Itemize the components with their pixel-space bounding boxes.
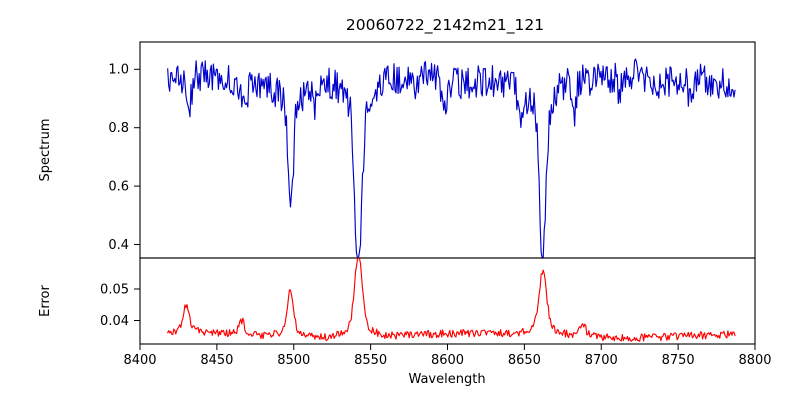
error-data-line: [167, 257, 736, 342]
x-tick-label-0: 8400: [123, 353, 156, 368]
x-tick-label-6: 8700: [585, 353, 618, 368]
error-axis-label: Error: [38, 285, 53, 317]
x-tick-label-2: 8500: [277, 353, 310, 368]
spectrum-ytick-1: 0.6: [108, 180, 129, 195]
page-title: 20060722_2142m21_121: [346, 16, 544, 35]
x-axis-label: Wavelength: [408, 372, 485, 387]
spectrum-axis-label: Spectrum: [38, 119, 53, 182]
spectrum-data-line: [167, 58, 736, 259]
x-tick-label-8: 8800: [738, 353, 771, 368]
spectrum-y-ticks: 0.4 0.6 0.8 1.0: [108, 63, 140, 253]
x-tick-label-7: 8750: [662, 353, 695, 368]
error-ytick-1: 0.05: [100, 282, 129, 297]
spectrum-ytick-2: 0.8: [108, 121, 129, 136]
error-ytick-0: 0.04: [100, 314, 129, 329]
x-tick-label-5: 8650: [508, 353, 541, 368]
x-tick-label-3: 8550: [354, 353, 387, 368]
x-tick-label-1: 8450: [200, 353, 233, 368]
x-tick-label-4: 8600: [431, 353, 464, 368]
error-y-ticks: 0.05 0.04: [100, 282, 140, 329]
x-axis-ticks: 8400 8450 8500 8550 8600 8650 8700 8750 8800: [123, 344, 772, 368]
spectrum-ytick-0: 0.4: [108, 238, 129, 253]
error-panel: 0.05 0.04 Error 8400 8450 8500 8550 8600 8650…: [38, 257, 772, 387]
spectrum-ytick-3: 1.0: [108, 63, 129, 78]
